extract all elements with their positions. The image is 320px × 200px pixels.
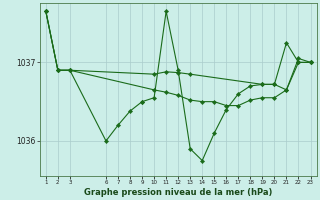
- X-axis label: Graphe pression niveau de la mer (hPa): Graphe pression niveau de la mer (hPa): [84, 188, 272, 197]
